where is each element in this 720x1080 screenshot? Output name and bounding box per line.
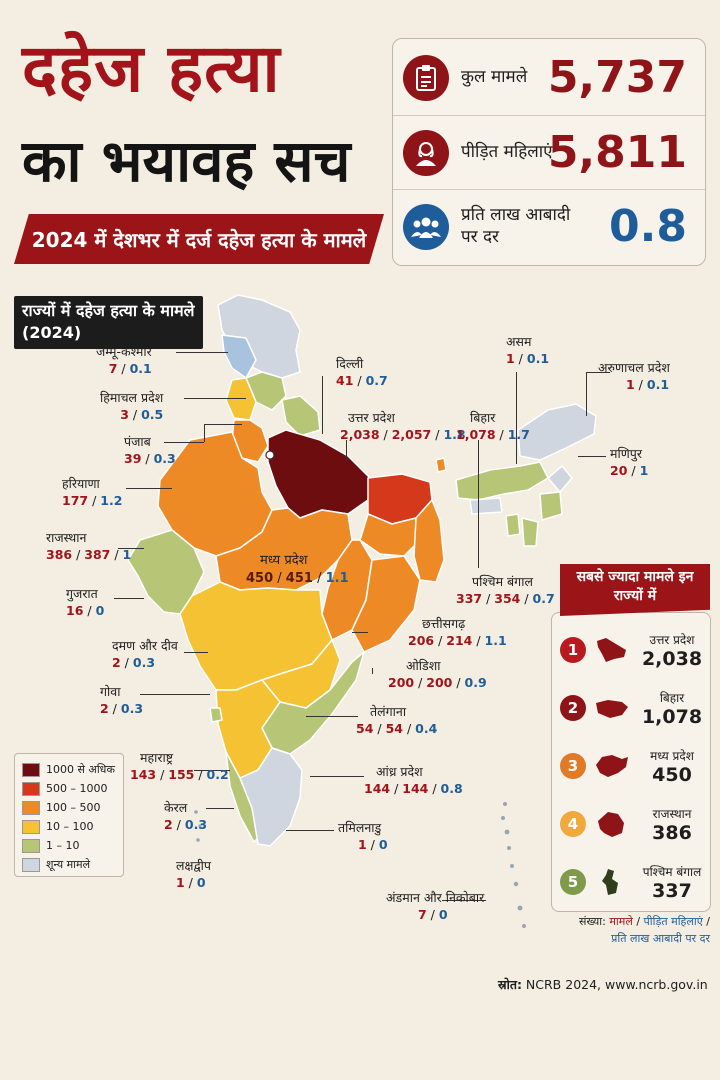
top-state-row: 5 पश्चिम बंगाल 337: [552, 853, 710, 911]
subtitle-banner: 2024 में देशभर में दर्ज दहेज हत्या के मा…: [14, 214, 384, 264]
label-odisha: ओडिशा 200 / 200 / 0.9: [388, 658, 487, 690]
label-gujarat: गुजरात 16 / 0: [66, 586, 105, 618]
label-madhya-pradesh: मध्य प्रदेश 450 / 451 / 1.1: [246, 553, 349, 586]
legend-item: 1000 से अधिक: [22, 760, 123, 779]
legend-item: 500 – 1000: [22, 779, 123, 798]
label-manipur: मणिपुर 20 / 1: [610, 446, 649, 478]
map-heading-title: राज्यों में दहेज हत्या के मामले: [22, 301, 195, 320]
stat-label: प्रति लाख आबादी पर दर: [461, 205, 571, 247]
madhya-pradesh-shape-icon: [596, 755, 628, 777]
label-punjab: पंजाब 39 / 0.3: [124, 434, 176, 466]
stats-panel: कुल मामले 5,737 पीड़ित महिलाएं 5,811 प्र…: [392, 38, 706, 266]
state-goa: [209, 707, 223, 723]
map-heading: राज्यों में दहेज हत्या के मामले (2024): [14, 296, 203, 349]
state-odisha: [351, 555, 421, 653]
legend-item: 10 – 100: [22, 817, 123, 836]
rajasthan-shape-icon: [598, 812, 624, 837]
label-west-bengal: पश्चिम बंगाल 337 / 354 / 0.7: [456, 574, 555, 606]
label-assam: असम 1 / 0.1: [506, 334, 550, 366]
andaman-islands: [501, 802, 526, 928]
state-nagaland: [547, 465, 573, 493]
top-states-heading: सबसे ज्यादा मामले इन राज्यों में: [560, 564, 710, 616]
stat-rate: प्रति लाख आबादी पर दर 0.8: [393, 189, 705, 263]
label-haryana: हरियाणा 177 / 1.2: [62, 476, 123, 508]
source-line: स्रोत: NCRB 2024, www.ncrb.gov.in: [498, 977, 708, 992]
top-state-row: 4 राजस्थान 386: [552, 795, 710, 853]
label-rajasthan: राजस्थान 386 / 387 / 1: [46, 530, 132, 562]
label-uttar-pradesh: उत्तर प्रदेश 2,038 / 2,057 / 1.8: [340, 410, 466, 442]
stat-value: 0.8: [609, 201, 687, 252]
top-state-row: 1 उत्तर प्रदेश 2,038: [552, 621, 710, 679]
state-tripura: [505, 513, 521, 537]
stat-label: कुल मामले: [461, 66, 528, 87]
state-wb: [413, 499, 445, 583]
stat-total-cases: कुल मामले 5,737: [393, 41, 705, 114]
west-bengal-shape-icon: [602, 869, 618, 895]
state-tamilnadu: [239, 747, 303, 847]
title-line-1: दहेज हत्या: [22, 30, 281, 107]
map-legend: 1000 से अधिक 500 – 1000 100 – 500 10 – 1…: [14, 753, 124, 877]
label-delhi: दिल्ली 41 / 0.7: [336, 356, 388, 388]
stat-victims: पीड़ित महिलाएं 5,811: [393, 115, 705, 189]
people-icon: [403, 203, 449, 250]
label-bihar: बिहार 1,078 / 1.7: [456, 410, 530, 442]
top-state-row: 2 बिहार 1,078: [552, 679, 710, 737]
label-arunachal: अरुणाचल प्रदेश 1 / 0.1: [598, 360, 670, 392]
label-andhra-pradesh: आंध्र प्रदेश 144 / 144 / 0.8: [364, 764, 463, 796]
state-mizoram: [521, 517, 539, 547]
stat-value: 5,811: [547, 127, 687, 178]
label-andaman-nicobar: अंडमान और निकोबार 7 / 0: [386, 890, 485, 922]
stat-value: 5,737: [547, 52, 687, 103]
legend-item: 100 – 500: [22, 798, 123, 817]
state-jharkhand: [359, 513, 421, 557]
label-telangana: तेलंगाना 54 / 54 / 0.4: [356, 704, 438, 736]
stat-label: पीड़ित महिलाएं: [461, 141, 553, 162]
label-lakshadweep: लक्षद्वीप 1 / 0: [176, 858, 211, 890]
state-arunachal: [517, 403, 597, 461]
label-tamil-nadu: तमिलनाडु 1 / 0: [338, 820, 388, 852]
state-meghalaya: [469, 497, 503, 515]
woman-icon: [403, 129, 449, 176]
label-goa: गोवा 2 / 0.3: [100, 684, 144, 716]
label-kerala: केरल 2 / 0.3: [164, 800, 208, 832]
clipboard-icon: [403, 54, 449, 101]
data-note: संख्या: मामले / पीड़ित महिलाएं / प्रति ल…: [579, 915, 710, 945]
label-chhattisgarh: छत्तीसगढ़ 206 / 214 / 1.1: [408, 616, 507, 648]
map-heading-year: (2024): [22, 323, 82, 343]
top-state-row: 3 मध्य प्रदेश 450: [552, 737, 710, 795]
state-manipur: [539, 491, 563, 521]
title-line-2: का भयावह सच: [22, 127, 351, 195]
label-jammu-kashmir: जम्मू-कश्मीर 7 / 0.1: [96, 344, 152, 376]
legend-item: 1 – 10: [22, 836, 123, 855]
state-uttarakhand: [281, 395, 321, 437]
label-maharashtra: महाराष्ट्र 143 / 155 / 0.2: [130, 750, 229, 782]
top-states-panel: 1 उत्तर प्रदेश 2,038 2 बिहार 1,078 3 मध्य …: [551, 612, 711, 912]
delhi-marker: [265, 450, 275, 460]
bihar-shape-icon: [596, 700, 628, 718]
label-daman-diu: दमण और दीव 2 / 0.3: [112, 638, 178, 670]
label-himachal: हिमाचल प्रदेश 3 / 0.5: [100, 390, 164, 422]
legend-item: शून्य मामले: [22, 855, 123, 874]
uttar-pradesh-shape-icon: [597, 638, 626, 662]
lakshadweep-islands: [194, 810, 202, 842]
state-assam: [455, 461, 549, 501]
state-sikkim: [435, 457, 447, 473]
